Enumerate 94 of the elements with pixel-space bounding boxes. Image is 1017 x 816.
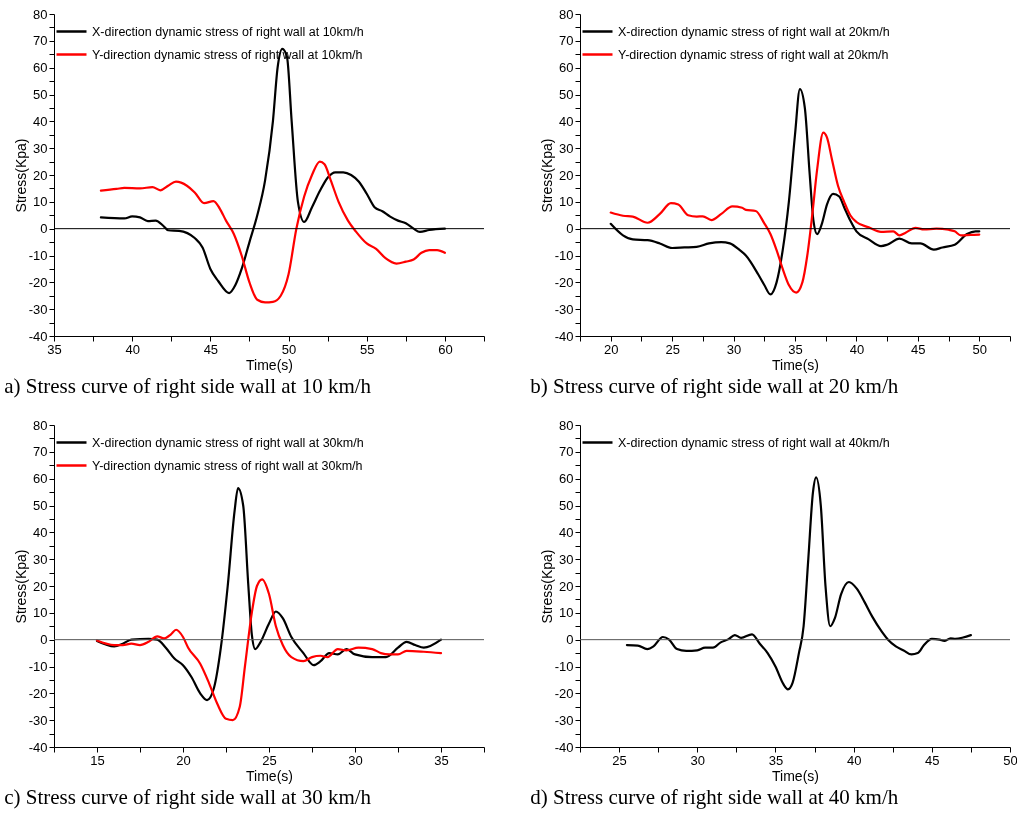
y-tick-label: -10 bbox=[28, 659, 48, 674]
y-tick-label: 80 bbox=[33, 417, 48, 433]
y-axis-title: Stress(Kpa) bbox=[12, 138, 29, 213]
legend-label: Y-direction dynamic stress of right wall at 30km/h bbox=[92, 458, 363, 473]
text: d) Stress curve of right side wall at 40 km/h bbox=[530, 785, 899, 809]
x-tick-label: 15 bbox=[90, 752, 105, 768]
y-tick-label: 30 bbox=[33, 551, 48, 567]
x-tick-label: 35 bbox=[788, 341, 803, 357]
y-tick-label: -10 bbox=[554, 248, 574, 263]
y-tick-label: 50 bbox=[559, 87, 574, 102]
y-tick-label: 20 bbox=[559, 578, 574, 594]
y-tick-label: -20 bbox=[28, 274, 48, 290]
y-tick-label: -40 bbox=[28, 328, 48, 344]
x-tick-label: 20 bbox=[603, 341, 619, 357]
legend-label: X-direction dynamic stress of right wall at 40km/h bbox=[618, 435, 890, 450]
y-tick-label: 10 bbox=[33, 194, 48, 210]
y-tick-label: 10 bbox=[33, 605, 48, 621]
y-tick-label: 70 bbox=[559, 444, 574, 460]
y-tick-label: 0 bbox=[40, 221, 48, 237]
y-tick-label: 70 bbox=[559, 33, 574, 49]
x-tick-label: 60 bbox=[438, 341, 453, 357]
y-tick-label: -40 bbox=[554, 328, 574, 344]
y-tick-label: 70 bbox=[33, 33, 48, 49]
legend-label: Y-direction dynamic stress of right wall at 20km/h bbox=[618, 47, 889, 62]
text: a) Stress curve of right side wall at 10 km/h bbox=[4, 374, 372, 398]
x-tick-label: 25 bbox=[612, 752, 627, 768]
x-tick-label: 20 bbox=[176, 752, 191, 768]
y-tick-label: -30 bbox=[28, 301, 48, 317]
y-tick-label: 40 bbox=[559, 524, 574, 540]
y-tick-label: 80 bbox=[559, 6, 574, 22]
x-axis-title: Time(s) bbox=[246, 356, 293, 373]
x-tick-label: 55 bbox=[359, 341, 375, 357]
y-tick-label: 50 bbox=[559, 498, 574, 513]
y-tick-label: 30 bbox=[33, 140, 48, 156]
x-tick-label: 50 bbox=[972, 341, 988, 357]
x-tick-label: 25 bbox=[665, 341, 680, 357]
y-tick-label: 0 bbox=[566, 221, 574, 237]
x-tick-label: 50 bbox=[281, 341, 297, 357]
y-tick-label: -20 bbox=[554, 685, 574, 701]
y-tick-label: 40 bbox=[33, 524, 48, 540]
x-tick-label: 35 bbox=[47, 341, 62, 357]
y-tick-label: 50 bbox=[33, 498, 48, 513]
x-axis-title: Time(s) bbox=[246, 767, 293, 784]
text: b) Stress curve of right side wall at 20 km/h bbox=[530, 374, 899, 398]
y-tick-label: 60 bbox=[33, 60, 48, 76]
y-tick-label: 60 bbox=[559, 60, 574, 76]
legend-label: X-direction dynamic stress of right wall at 10km/h bbox=[92, 24, 364, 39]
y-axis-title: Stress(Kpa) bbox=[12, 549, 29, 624]
y-tick-label: 20 bbox=[559, 167, 574, 183]
y-tick-label: 30 bbox=[559, 551, 574, 567]
y-tick-label: 10 bbox=[559, 605, 574, 621]
y-tick-label: 20 bbox=[33, 578, 48, 594]
x-tick-label: 30 bbox=[348, 752, 363, 768]
y-tick-label: 70 bbox=[33, 444, 48, 460]
x-tick-label: 45 bbox=[203, 341, 219, 357]
y-tick-label: -20 bbox=[554, 274, 574, 290]
y-axis-title: Stress(Kpa) bbox=[538, 138, 555, 213]
x-tick-label: 45 bbox=[925, 752, 940, 768]
x-tick-label: 40 bbox=[846, 752, 862, 768]
y-tick-label: -40 bbox=[554, 739, 574, 755]
y-tick-label: 60 bbox=[33, 471, 48, 487]
x-axis-title: Time(s) bbox=[772, 356, 819, 373]
y-tick-label: 80 bbox=[559, 417, 574, 433]
y-axis-title: Stress(Kpa) bbox=[538, 549, 555, 624]
y-tick-label: -10 bbox=[554, 659, 574, 674]
y-tick-label: 20 bbox=[33, 167, 48, 183]
legend-label: X-direction dynamic stress of right wall at 30km/h bbox=[92, 435, 364, 450]
y-tick-label: -30 bbox=[554, 301, 574, 317]
y-tick-label: -10 bbox=[28, 248, 48, 263]
legend-label: X-direction dynamic stress of right wall at 20km/h bbox=[618, 24, 890, 39]
x-tick-label: 45 bbox=[911, 341, 926, 357]
x-tick-label: 30 bbox=[726, 341, 742, 357]
x-tick-label: 40 bbox=[849, 341, 865, 357]
x-tick-label: 30 bbox=[690, 752, 706, 768]
y-tick-label: -40 bbox=[28, 739, 48, 755]
y-tick-label: -30 bbox=[28, 712, 48, 728]
y-tick-label: 50 bbox=[33, 87, 48, 102]
y-tick-label: 80 bbox=[33, 6, 48, 22]
x-tick-label: 50 bbox=[1003, 752, 1017, 768]
x-tick-label: 25 bbox=[262, 752, 277, 768]
x-tick-label: 35 bbox=[434, 752, 449, 768]
text: c) Stress curve of right side wall at 30 km/h bbox=[4, 785, 372, 809]
x-axis-title: Time(s) bbox=[772, 767, 819, 784]
y-tick-label: 40 bbox=[33, 113, 48, 129]
y-tick-label: 60 bbox=[559, 471, 574, 487]
x-tick-label: 40 bbox=[125, 341, 140, 357]
y-tick-label: 0 bbox=[40, 632, 48, 648]
y-tick-label: 30 bbox=[559, 140, 574, 156]
x-tick-label: 35 bbox=[768, 752, 784, 768]
y-tick-label: 0 bbox=[566, 632, 574, 648]
y-tick-label: -20 bbox=[28, 685, 48, 701]
y-tick-label: -30 bbox=[554, 712, 574, 728]
y-tick-label: 40 bbox=[559, 113, 574, 129]
y-tick-label: 10 bbox=[559, 194, 574, 210]
